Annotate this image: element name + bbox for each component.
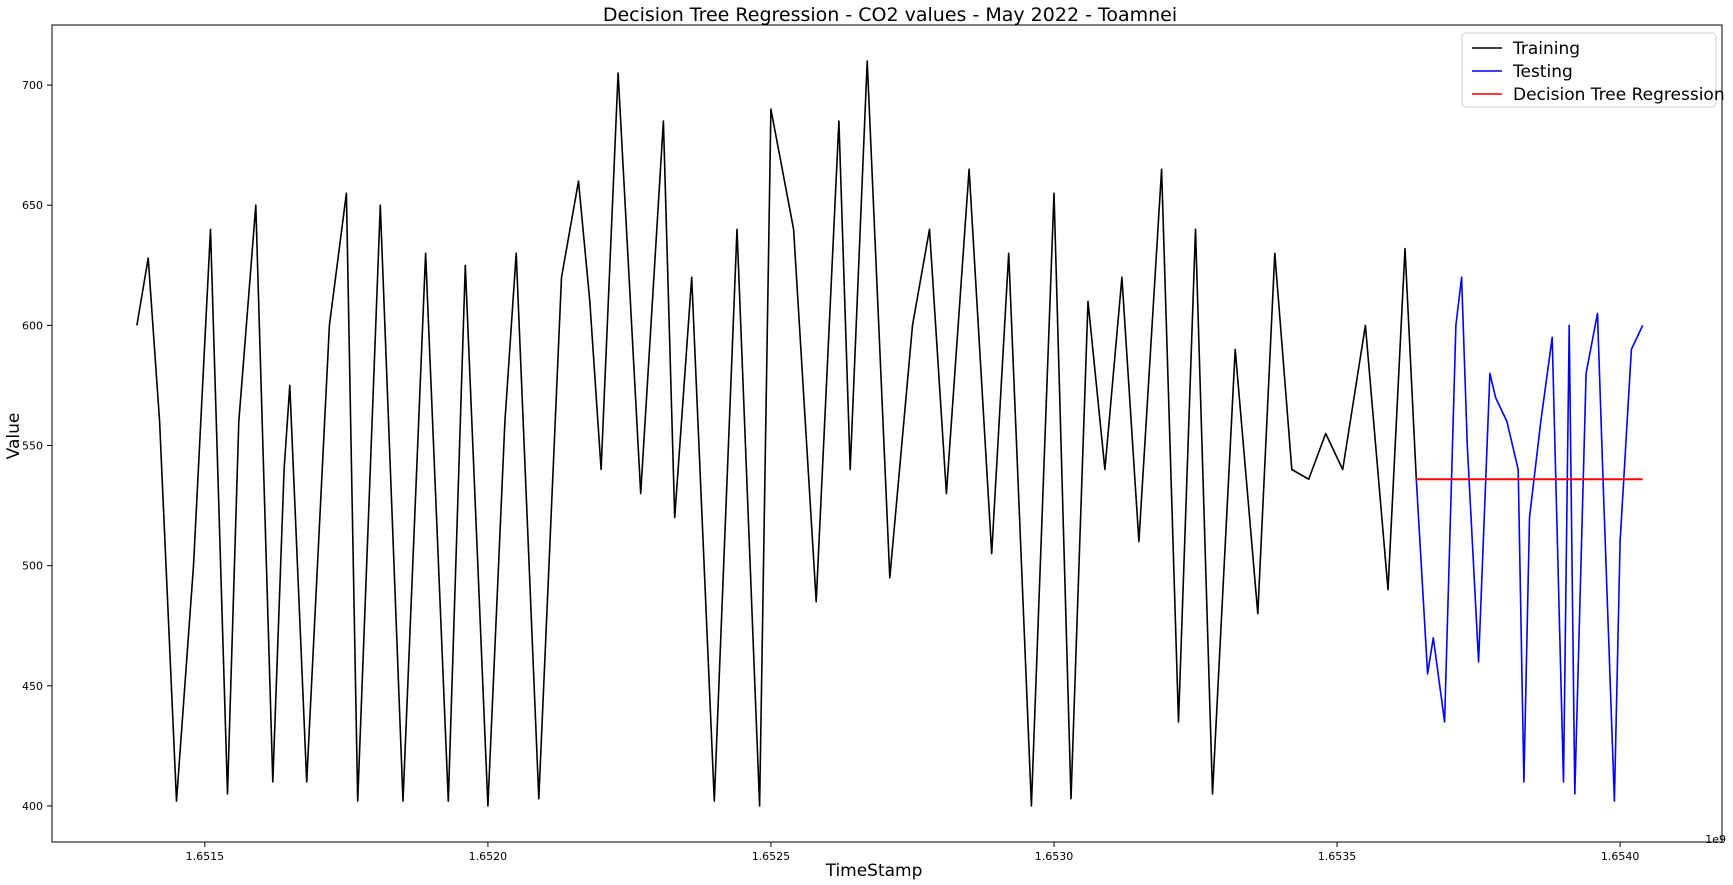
x-tick-label: 1.6525 (752, 850, 791, 863)
legend-box (1461, 32, 1717, 108)
x-tick-label: 1.6535 (1318, 850, 1357, 863)
x-tick-label: 1.6540 (1601, 850, 1640, 863)
x-axis-label: TimeStamp (825, 861, 923, 881)
legend-entry: Training (1512, 39, 1580, 59)
y-tick-label: 450 (22, 680, 43, 693)
legend-entry: Decision Tree Regression (1513, 85, 1725, 105)
chart-title: Decision Tree Regression - CO2 values - … (603, 4, 1177, 26)
x-tick-label: 1.6520 (469, 850, 508, 863)
y-tick-label: 700 (22, 79, 43, 92)
x-axis: 1.6515 1.6520 1.6525 1.6530 1.6535 1.6540 (186, 842, 1640, 863)
y-tick-label: 550 (22, 440, 43, 453)
y-axis: 400 450 500 550 600 650 700 (22, 79, 52, 813)
x-offset-label: 1e9 (1705, 833, 1726, 846)
y-tick-label: 600 (22, 319, 43, 332)
y-tick-label: 650 (22, 199, 43, 212)
plot-frame (51, 24, 1723, 843)
y-axis-label: Value (4, 413, 24, 460)
series-line-testing (1415, 276, 1644, 802)
plot-area (51, 24, 1723, 843)
x-tick-label: 1.6515 (186, 850, 225, 863)
series-line-training (136, 60, 1418, 807)
y-tick-label: 400 (22, 800, 43, 813)
legend-entry: Testing (1512, 62, 1573, 82)
y-tick-label: 500 (22, 560, 43, 573)
x-tick-label: 1.6530 (1035, 850, 1074, 863)
legend: Training Testing Decision Tree Regression (1461, 32, 1725, 108)
